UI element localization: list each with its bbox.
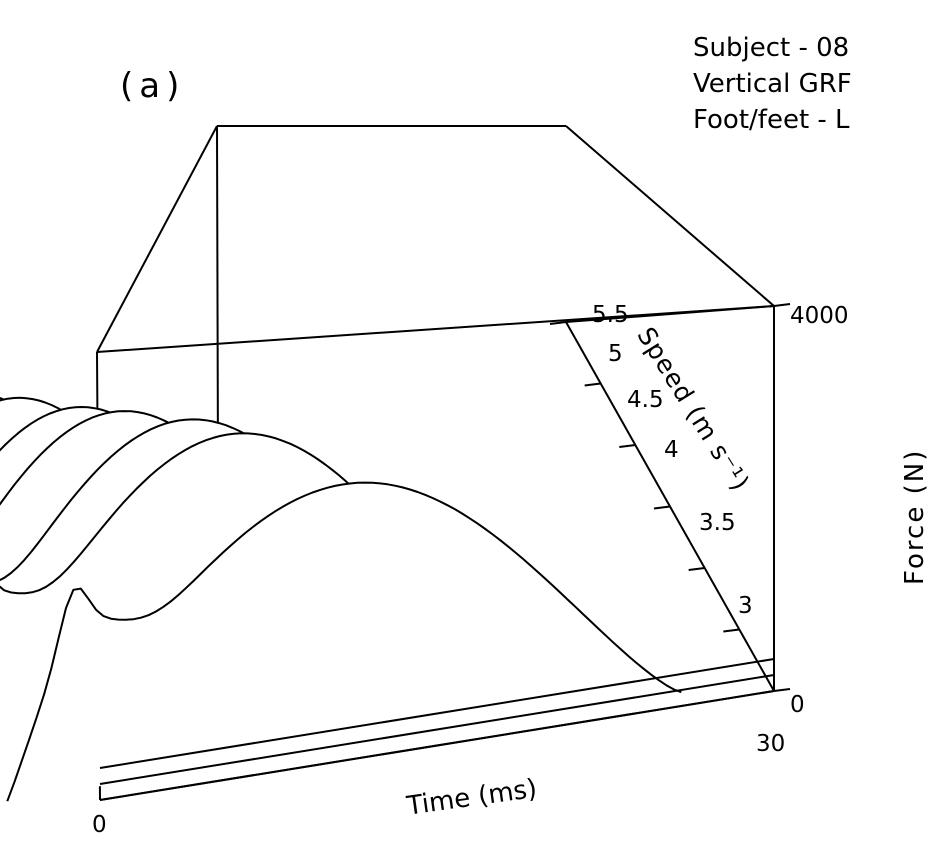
speed-tick-mark-4 [584,382,601,387]
front-top-edge [96,305,775,353]
chart-info: Subject - 08 Vertical GRF Foot/feet - L [693,30,852,138]
left-top-receding-edge [96,125,218,353]
speed-tick-4-5: 4.5 [627,387,664,413]
speed-tick-mark-5 [549,321,567,325]
speed-tick-mark-0 [723,628,740,633]
speed-tick-mark-3 [619,444,636,448]
speed-tick-4: 4 [664,437,679,463]
speed-tick-mark-1 [688,567,705,571]
speed-tick-3: 3 [738,593,753,619]
speed-tick-5: 5 [608,341,623,367]
force-tick-mark-min [773,688,791,692]
panel-label: (a) [120,66,186,106]
force-tick-mark-max [773,303,791,307]
force-curve-fill-0 [7,482,682,802]
info-line-foot: Foot/feet - L [693,105,850,135]
force-tick-max: 4000 [790,303,849,329]
force-curve-speed-0 [6,481,682,802]
info-line-variable: Vertical GRF [693,69,852,99]
front-baseline-1 [99,674,775,785]
x-tick-max: 30 [756,731,786,757]
right-top-receding-edge [565,125,775,307]
front-baseline-2 [99,658,775,769]
back-left-vertical-edge [216,125,219,471]
back-right-top-edge [565,305,775,323]
force-axis-label: Force (N) [900,448,930,585]
x-tick-min: 0 [92,812,107,838]
front-baseline-0 [99,690,775,801]
force-curves [0,396,775,802]
speed-tick-5-5: 5.5 [592,302,629,328]
force-tick-min: 0 [790,692,805,718]
info-line-subject: Subject - 08 [693,33,850,63]
speed-tick-3-5: 3.5 [699,510,736,536]
speed-tick-mark-2 [653,505,671,510]
